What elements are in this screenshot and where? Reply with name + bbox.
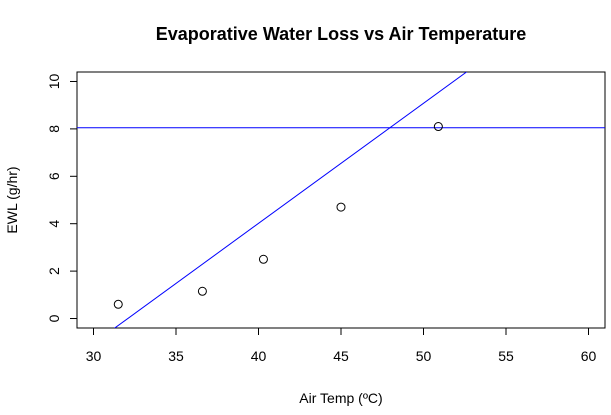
y-tick-label: 0 [46,314,62,322]
regression-line [113,72,468,328]
data-point [258,254,268,264]
y-tick-label: 8 [46,125,62,133]
data-point [197,286,207,296]
chart-title: Evaporative Water Loss vs Air Temperatur… [156,24,526,44]
x-tick-label: 50 [416,348,432,364]
x-tick-label: 55 [498,348,514,364]
x-tick-label: 40 [251,348,267,364]
y-tick-label: 4 [46,220,62,228]
y-tick-label: 6 [46,172,62,180]
data-point [113,299,123,309]
plot-area: 30 35 40 45 50 55 60 0 2 4 6 8 10 [46,71,606,364]
y-tick-label: 10 [46,73,62,89]
x-tick-label: 45 [333,348,349,364]
y-tick-label: 2 [46,267,62,275]
data-point [336,202,346,212]
data-point [433,122,443,132]
y-axis-label: EWL (g/hr) [4,166,20,233]
x-axis-label: Air Temp (ºC) [299,390,382,406]
x-tick-label: 35 [168,348,184,364]
x-tick-label: 60 [581,348,597,364]
plot-frame [76,71,606,329]
x-tick-label: 30 [86,348,102,364]
